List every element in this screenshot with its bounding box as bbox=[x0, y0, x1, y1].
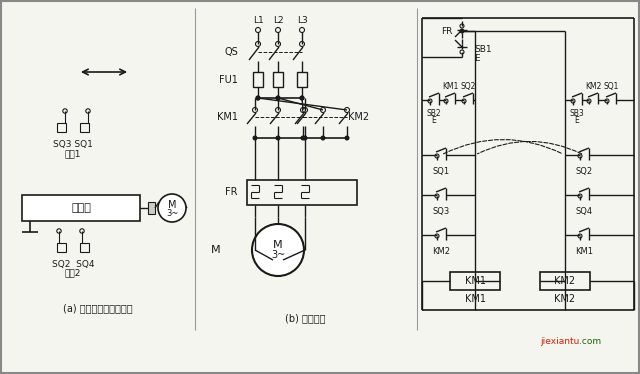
Text: 工作台: 工作台 bbox=[71, 203, 91, 213]
Text: SQ2: SQ2 bbox=[575, 166, 593, 175]
Text: M: M bbox=[273, 240, 283, 250]
Circle shape bbox=[158, 194, 186, 222]
Text: KM1: KM1 bbox=[442, 82, 458, 91]
Text: E: E bbox=[575, 116, 579, 125]
Bar bbox=[247, 180, 357, 205]
Circle shape bbox=[276, 136, 280, 140]
Circle shape bbox=[276, 96, 280, 100]
Circle shape bbox=[300, 96, 304, 100]
Circle shape bbox=[300, 96, 304, 100]
Text: E: E bbox=[474, 53, 479, 62]
Text: (a) 工作自动循环示意图: (a) 工作自动循环示意图 bbox=[63, 303, 133, 313]
Bar bbox=[57, 243, 66, 252]
Circle shape bbox=[256, 96, 260, 100]
Text: 位置2: 位置2 bbox=[65, 269, 81, 278]
Circle shape bbox=[460, 29, 464, 33]
Circle shape bbox=[253, 136, 257, 140]
Text: KM2: KM2 bbox=[554, 276, 575, 286]
Text: FR: FR bbox=[225, 187, 238, 197]
Text: SQ3 SQ1: SQ3 SQ1 bbox=[53, 140, 93, 148]
Text: SQ2: SQ2 bbox=[460, 82, 476, 91]
Text: FR: FR bbox=[440, 27, 452, 36]
Circle shape bbox=[276, 96, 280, 100]
Text: KM2: KM2 bbox=[585, 82, 601, 91]
Bar bbox=[450, 272, 500, 290]
Text: .com: .com bbox=[579, 337, 601, 346]
Text: KM2: KM2 bbox=[554, 294, 575, 304]
Bar bbox=[22, 195, 140, 221]
Text: L1: L1 bbox=[253, 15, 264, 25]
Circle shape bbox=[303, 136, 307, 140]
Text: KM1: KM1 bbox=[575, 246, 593, 255]
Bar bbox=[80, 243, 89, 252]
Text: KM1: KM1 bbox=[465, 276, 486, 286]
Text: 位置1: 位置1 bbox=[65, 150, 81, 159]
Text: SB1: SB1 bbox=[474, 45, 492, 53]
Text: SB3: SB3 bbox=[570, 108, 584, 117]
Text: KM2: KM2 bbox=[432, 246, 450, 255]
Circle shape bbox=[345, 136, 349, 140]
Text: 3~: 3~ bbox=[271, 250, 285, 260]
Bar bbox=[273, 72, 283, 87]
Text: SQ1: SQ1 bbox=[604, 82, 619, 91]
Text: KM1: KM1 bbox=[217, 112, 238, 122]
Text: QS: QS bbox=[224, 47, 238, 57]
Text: FU1: FU1 bbox=[219, 75, 238, 85]
Text: KM2: KM2 bbox=[348, 112, 369, 122]
Text: jiexiantu: jiexiantu bbox=[540, 337, 580, 346]
Text: SQ2  SQ4: SQ2 SQ4 bbox=[52, 260, 94, 269]
Text: E: E bbox=[431, 116, 436, 125]
Bar bbox=[540, 272, 590, 290]
Text: L3: L3 bbox=[296, 15, 307, 25]
Bar bbox=[148, 202, 155, 214]
Text: 3~: 3~ bbox=[166, 208, 178, 218]
Bar bbox=[57, 123, 66, 132]
Text: M: M bbox=[211, 245, 220, 255]
Circle shape bbox=[321, 136, 325, 140]
Text: (b) 控制线路: (b) 控制线路 bbox=[285, 313, 325, 323]
Circle shape bbox=[301, 136, 305, 140]
Bar bbox=[253, 72, 263, 87]
Text: SQ3: SQ3 bbox=[433, 206, 450, 215]
Bar bbox=[80, 123, 89, 132]
Text: L2: L2 bbox=[273, 15, 284, 25]
Text: SB2: SB2 bbox=[427, 108, 442, 117]
Text: SQ1: SQ1 bbox=[433, 166, 449, 175]
Bar bbox=[297, 72, 307, 87]
Text: M: M bbox=[168, 200, 176, 210]
Text: KM1: KM1 bbox=[465, 294, 486, 304]
Circle shape bbox=[252, 224, 304, 276]
Circle shape bbox=[256, 96, 260, 100]
Text: SQ4: SQ4 bbox=[575, 206, 593, 215]
